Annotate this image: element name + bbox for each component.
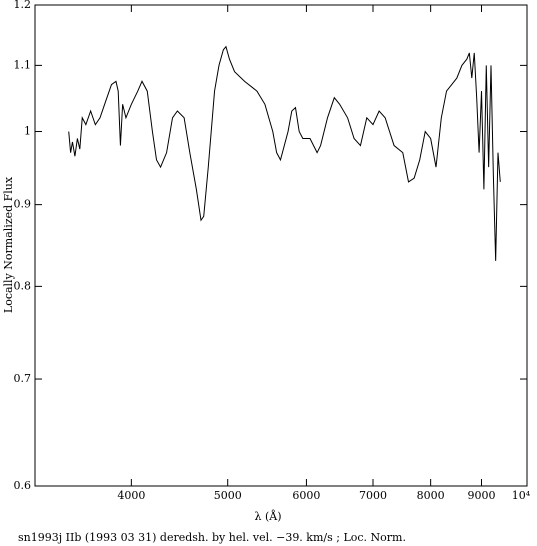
y-tick-label: 0.8 — [14, 279, 32, 292]
y-tick-label: 1.2 — [14, 0, 32, 11]
x-tick-label: 4000 — [117, 489, 145, 502]
x-tick-label: 8000 — [417, 489, 445, 502]
x-tick-label: 6000 — [292, 489, 320, 502]
y-tick-label: 1 — [24, 125, 31, 138]
x-axis-label: λ (Å) — [255, 509, 282, 523]
y-tick-label: 1.1 — [14, 58, 32, 71]
y-tick-label: 0.6 — [14, 479, 32, 492]
y-tick-label: 0.9 — [14, 198, 32, 211]
y-tick-label: 0.7 — [14, 372, 32, 385]
x-tick-label: 7000 — [359, 489, 387, 502]
x-tick-label: 10⁴ — [512, 489, 531, 502]
caption: sn1993j IIb (1993 03 31) deredsh. by hel… — [18, 531, 406, 544]
x-tick-label: 5000 — [214, 489, 242, 502]
x-tick-label: 9000 — [468, 489, 496, 502]
plot-frame — [34, 4, 528, 487]
spectrum-line — [68, 45, 501, 261]
y-axis-label: Locally Normalized Flux — [2, 176, 15, 313]
